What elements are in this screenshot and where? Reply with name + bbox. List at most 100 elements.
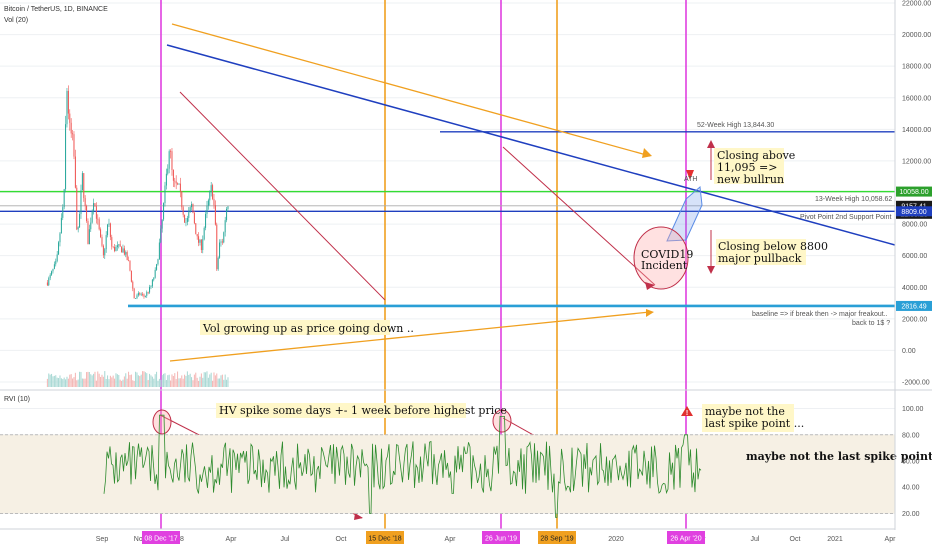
volume-bar xyxy=(181,375,183,387)
volume-bar xyxy=(60,378,62,387)
candle-body xyxy=(53,264,55,269)
red-down-marker xyxy=(686,170,694,180)
x-tick-label: Oct xyxy=(336,536,347,543)
volume-bar xyxy=(165,379,167,387)
candle-body xyxy=(202,239,204,251)
candle-body xyxy=(101,237,103,246)
volume-bar xyxy=(170,380,172,387)
volume-bar xyxy=(84,378,86,387)
candle-body xyxy=(94,203,96,207)
volume-bar xyxy=(116,374,118,387)
date-tag-bg xyxy=(667,531,705,544)
x-tick-label: Apr xyxy=(445,536,457,543)
candle-body xyxy=(198,236,200,243)
volume-bar xyxy=(67,378,69,387)
candle-body xyxy=(216,224,218,270)
candle-body xyxy=(87,220,89,245)
crimson-decline-line xyxy=(502,146,656,286)
candle-body xyxy=(224,220,226,233)
date-tag-bg xyxy=(366,531,404,544)
volume-bar xyxy=(118,374,120,387)
volume-bar xyxy=(196,377,198,387)
rvi-y-tick-label: 40.00 xyxy=(902,485,920,492)
volume-bar xyxy=(105,379,107,387)
volume-bar xyxy=(51,373,53,387)
volume-bar xyxy=(104,371,106,387)
candle-body xyxy=(49,274,51,279)
date-tag: 15 Dec '18 xyxy=(368,536,401,543)
note-box xyxy=(200,320,390,335)
chart-symbol-title: Bitcoin / TetherUS, 1D, BINANCE xyxy=(4,6,108,13)
volume-bar xyxy=(160,379,162,387)
volume-bar xyxy=(132,380,134,387)
candle-body xyxy=(73,134,75,157)
annotation-hv-spike: HV spike some days +- 1 week before high… xyxy=(219,404,507,417)
candle-body xyxy=(104,249,106,256)
price-tag: 2816.49 xyxy=(901,303,926,310)
candle-body xyxy=(223,232,225,243)
price-tag: 8809.00 xyxy=(901,209,926,216)
candle-body xyxy=(186,217,188,223)
volume-bar xyxy=(62,379,64,387)
volume-bar xyxy=(100,376,102,387)
volume-bar xyxy=(191,377,193,387)
candle-body xyxy=(98,219,100,230)
y-tick-label: 12000.00 xyxy=(902,158,931,165)
volume-bar xyxy=(69,374,71,387)
volume-bar xyxy=(125,373,127,387)
volume-bar xyxy=(86,372,88,387)
orange-trendline xyxy=(171,23,651,157)
candle-body xyxy=(97,218,99,220)
candle-body xyxy=(181,191,183,208)
volume-bar xyxy=(178,378,180,387)
volume-bar xyxy=(154,374,156,387)
candle-body xyxy=(74,156,76,188)
y-tick-label: 16000.00 xyxy=(902,95,931,102)
candle-body xyxy=(70,122,72,134)
volume-bar xyxy=(200,373,202,387)
candle-body xyxy=(129,260,131,271)
volume-bar xyxy=(73,377,75,387)
x-tick-label: Apr xyxy=(885,536,897,543)
volume-bar xyxy=(137,375,139,387)
volume-bar xyxy=(193,374,195,387)
candle-body xyxy=(220,241,222,243)
volume-bar xyxy=(140,374,142,387)
volume-bar xyxy=(205,372,207,387)
candle-body xyxy=(76,187,78,230)
volume-bar xyxy=(192,380,194,387)
volume-bar xyxy=(108,379,110,387)
candle-body xyxy=(86,206,88,221)
candle-body xyxy=(107,224,109,236)
down-arrow-head xyxy=(707,266,715,274)
volume-bar xyxy=(164,373,166,387)
volume-bar xyxy=(97,371,99,387)
candle-body xyxy=(108,223,110,225)
candle-body xyxy=(79,214,81,228)
volume-bar xyxy=(163,373,165,387)
candle-body xyxy=(116,245,118,247)
price-tag-bg xyxy=(896,200,932,211)
volume-bar xyxy=(91,375,93,387)
navy-resistance-line xyxy=(166,44,896,246)
warning-icon-mark: ! xyxy=(686,410,688,417)
volume-bar xyxy=(185,375,187,387)
volume-bar xyxy=(48,373,50,387)
volume-bar xyxy=(90,374,92,387)
candle-body xyxy=(119,244,121,247)
volume-bar xyxy=(146,373,148,387)
volume-bar xyxy=(101,374,103,387)
candle-body xyxy=(80,190,82,215)
candle-body xyxy=(167,168,169,174)
rvi-y-tick-label: 60.00 xyxy=(902,459,920,466)
volume-bar xyxy=(115,373,117,387)
volume-bar xyxy=(130,374,132,387)
candle-body xyxy=(205,213,207,228)
candle-body xyxy=(90,222,92,230)
candle-body xyxy=(193,212,195,224)
volume-bar xyxy=(122,379,124,387)
price-tag-bg xyxy=(896,206,932,217)
candle-body xyxy=(115,246,117,252)
volume-bar xyxy=(119,379,121,387)
